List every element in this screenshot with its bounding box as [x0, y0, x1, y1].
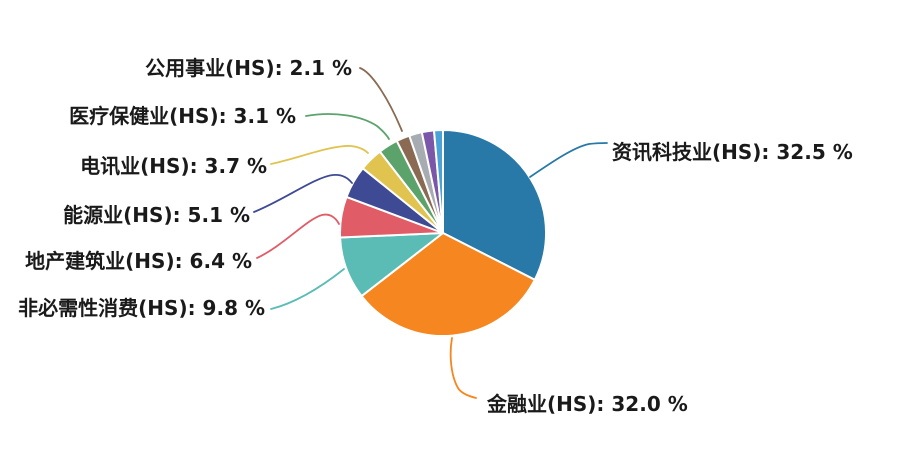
- leader-line-telecom: [270, 145, 369, 165]
- slice-label-util: 公用事业(HS): 2.1 %: [145, 56, 352, 80]
- slice-label-fin: 金融业(HS): 32.0 %: [487, 392, 688, 416]
- leader-line-fin: [449, 337, 477, 399]
- slice-label-prop: 地产建筑业(HS): 6.4 %: [25, 249, 252, 273]
- leader-line-prop: [256, 213, 340, 259]
- slice-label-energy: 能源业(HS): 5.1 %: [63, 203, 250, 227]
- slice-label-telecom: 电讯业(HS): 3.7 %: [80, 154, 267, 178]
- pie-slice-it: [442, 129, 548, 281]
- slice-label-it: 资讯科技业(HS): 32.5 %: [612, 140, 853, 164]
- slice-label-cd: 非必需性消费(HS): 9.8 %: [18, 296, 265, 320]
- leader-line-health: [305, 113, 390, 140]
- slice-label-health: 医疗保健业(HS): 3.1 %: [69, 104, 296, 128]
- leader-line-cd: [270, 268, 345, 310]
- pie-slice-other3: [433, 129, 444, 234]
- leader-line-util: [359, 67, 403, 132]
- leader-line-it: [529, 142, 608, 178]
- leader-line-energy: [253, 173, 353, 213]
- pie-slice-fin: [360, 232, 536, 337]
